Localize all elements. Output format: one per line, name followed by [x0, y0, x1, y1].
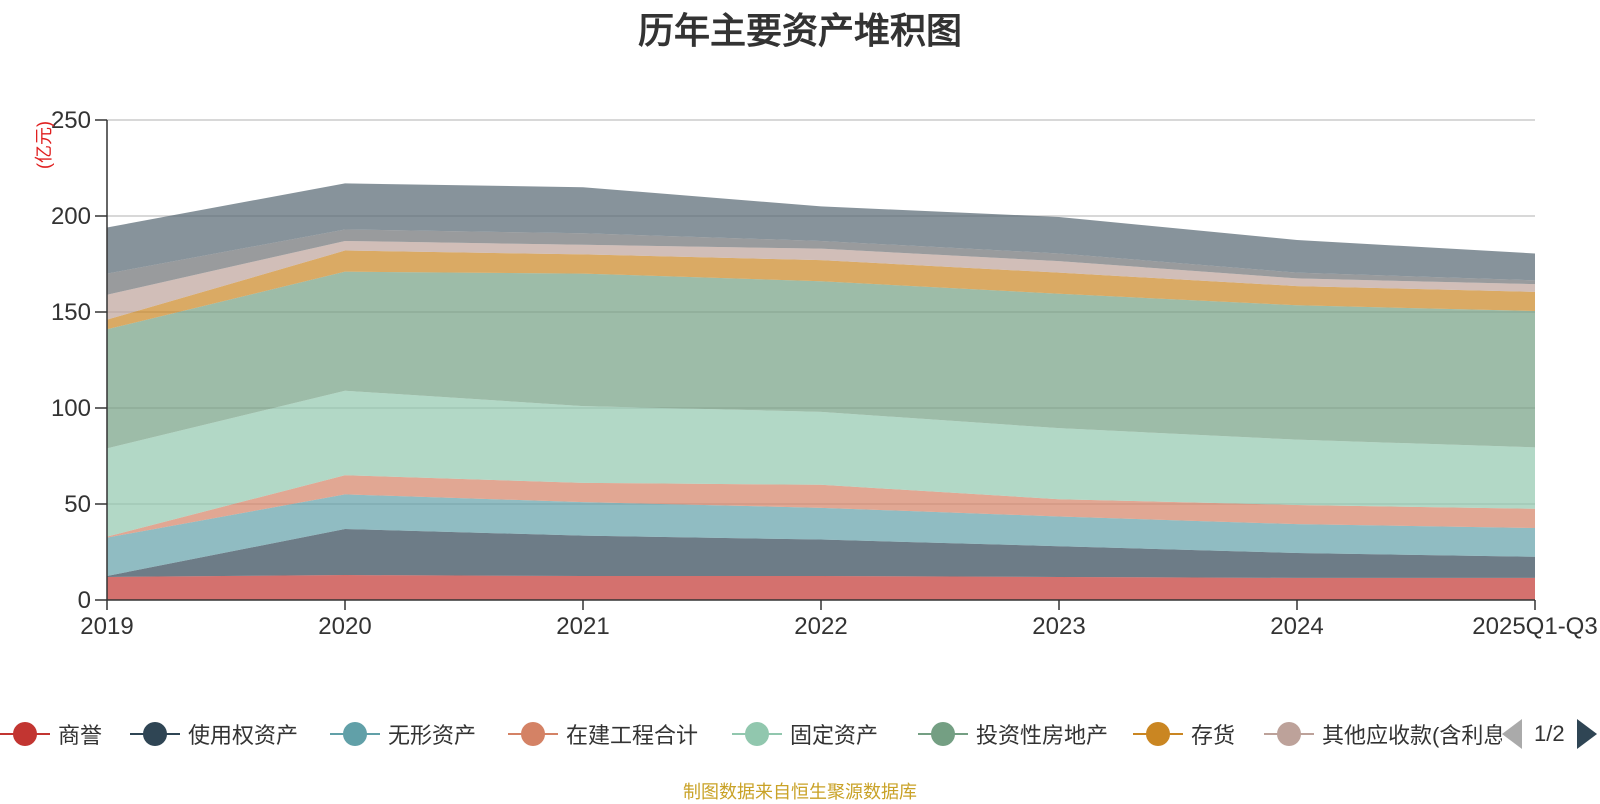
x-tick-label: 2020	[318, 613, 371, 640]
legend-marker-icon	[330, 719, 380, 749]
y-tick-label: 50	[64, 491, 91, 518]
legend-label: 无形资产	[388, 723, 477, 748]
area-series-3	[107, 475, 1535, 538]
legend-item-5[interactable]: 投资性房地产	[918, 714, 1108, 754]
legend-label: 存货	[1191, 723, 1236, 748]
area-series-0	[107, 575, 1535, 600]
legend-item-7[interactable]: 其他应收款(含利息和股利)	[1264, 714, 1502, 754]
legend-item-1[interactable]: 使用权资产	[130, 714, 298, 754]
area-series-8	[107, 229, 1535, 295]
y-axis-unit-label: (亿元)	[34, 121, 54, 169]
legend-label: 投资性房地产	[976, 723, 1109, 748]
stacked-area-chart: 0 50 100 150 200 250 2019 2020 2021 2022 2023 2024 2…	[34, 107, 1598, 640]
legend-item-0[interactable]: 商誉	[0, 714, 102, 754]
x-tick-label: 2019	[80, 613, 133, 640]
area-series-1	[107, 528, 1535, 578]
area-series-2	[107, 494, 1535, 576]
x-tick-label: 2025Q1-Q3	[1472, 613, 1597, 640]
area-series-9	[107, 183, 1535, 281]
legend-marker-icon	[1264, 719, 1314, 749]
legend-label: 商誉	[58, 723, 103, 748]
legend-item-4[interactable]: 固定资产	[732, 714, 878, 754]
legend-marker-icon	[732, 719, 782, 749]
y-tick-label: 200	[51, 203, 91, 230]
axes: 0 50 100 150 200 250 2019 2020 2021 2022 2023 2024 2…	[51, 107, 1598, 640]
legend-next-page-icon[interactable]	[1576, 719, 1597, 749]
y-tick-label: 0	[78, 587, 91, 614]
legend-label: 使用权资产	[188, 723, 299, 748]
x-tick-label: 2022	[794, 613, 847, 640]
area-series-7	[107, 240, 1535, 320]
legend-prev-page-icon[interactable]	[1502, 719, 1522, 749]
area-series-6	[107, 250, 1535, 330]
legend-pager: 1/2	[1500, 714, 1600, 754]
legend-label: 在建工程合计	[566, 723, 699, 748]
y-tick-label: 150	[51, 299, 91, 326]
legend-label: 固定资产	[790, 723, 879, 748]
area-series	[107, 183, 1535, 600]
legend: 商誉 使用权资产 无形资产 在建工程合计 固定资产 投资性房地产 存货 其他应收款(含利息和股…	[0, 714, 1600, 754]
legend-marker-icon	[918, 719, 968, 749]
chart-title: 历年主要资产堆积图	[637, 10, 962, 51]
area-series-4	[107, 390, 1535, 537]
legend-marker-icon	[130, 719, 180, 749]
legend-page-indicator: 1/2	[1534, 721, 1565, 746]
legend-marker-icon	[508, 719, 558, 749]
y-tick-label: 250	[51, 107, 91, 134]
area-series-5	[107, 271, 1535, 449]
data-source-note: 制图数据来自恒生聚源数据库	[683, 782, 917, 802]
legend-marker-icon	[0, 719, 50, 749]
x-tick-label: 2021	[556, 613, 609, 640]
legend-label: 其他应收款(含利息和股利)	[1322, 723, 1502, 748]
legend-item-6[interactable]: 存货	[1133, 714, 1235, 754]
legend-marker-icon	[1133, 719, 1183, 749]
legend-item-2[interactable]: 无形资产	[330, 714, 476, 754]
x-tick-label: 2024	[1270, 613, 1323, 640]
x-tick-label: 2023	[1032, 613, 1085, 640]
legend-item-3[interactable]: 在建工程合计	[508, 714, 698, 754]
y-tick-label: 100	[51, 395, 91, 422]
